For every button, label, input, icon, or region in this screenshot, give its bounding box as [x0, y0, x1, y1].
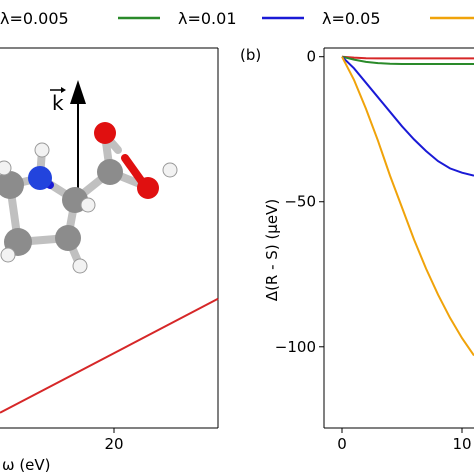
- panel-a-x-axis-label: ω (eV): [2, 456, 51, 474]
- oxygen-atom: [137, 177, 159, 199]
- hydrogen-atom: [34, 142, 50, 158]
- panel-b-label: (b): [240, 46, 261, 64]
- panel-b-y-tick-label: 0: [306, 48, 316, 66]
- panel-b: (b) 0 −50 −100 0 10 Δ(R - S) (μeV): [240, 46, 474, 453]
- panel-b-series-line-0: [341, 55, 474, 60]
- k-vector-label-arrowhead: [61, 87, 66, 93]
- panel-a-series-line-0: [0, 297, 219, 414]
- carbon-atom: [0, 171, 24, 199]
- hydrogen-atom: [162, 162, 178, 178]
- hydrogen-atom: [0, 247, 16, 263]
- carbon-atom: [55, 225, 81, 251]
- panel-b-x-tick-label: 0: [337, 435, 347, 453]
- panel-a-plot-area: [0, 297, 219, 414]
- k-vector-label: k: [52, 91, 64, 115]
- panel-a-x-tick-label: 20: [104, 435, 123, 453]
- nitrogen-atom: [28, 166, 52, 190]
- panel-b-y-tick-label: −100: [275, 338, 316, 356]
- panel-b-x-tick-label: 10: [452, 435, 471, 453]
- legend-label-0: λ=0.005: [0, 9, 69, 28]
- k-vector-arrowhead: [70, 80, 86, 104]
- panel-b-y-tick-label: −50: [284, 193, 316, 211]
- legend-label-2: λ=0.05: [322, 9, 381, 28]
- oxygen-atom: [94, 122, 116, 144]
- panel-b-series-line-1: [341, 55, 474, 65]
- panel-b-series-line-2: [341, 55, 474, 177]
- molecule-illustration: k: [0, 80, 178, 274]
- carbon-atom: [97, 159, 123, 185]
- panel-b-y-axis-label: Δ(R - S) (μeV): [263, 199, 281, 301]
- hydrogen-atom: [0, 160, 12, 176]
- panel-a: 20 ω (eV) k: [0, 47, 219, 474]
- panel-b-series-line-3: [341, 56, 474, 357]
- legend-label-1: λ=0.01: [178, 9, 237, 28]
- legend: λ=0.005 λ=0.01 λ=0.05: [0, 9, 474, 28]
- panel-b-series: [341, 55, 474, 357]
- panel-b-plot-area: 0 −50 −100 0 10: [275, 48, 474, 453]
- hydrogen-atom: [80, 197, 96, 213]
- hydrogen-atom: [72, 258, 88, 274]
